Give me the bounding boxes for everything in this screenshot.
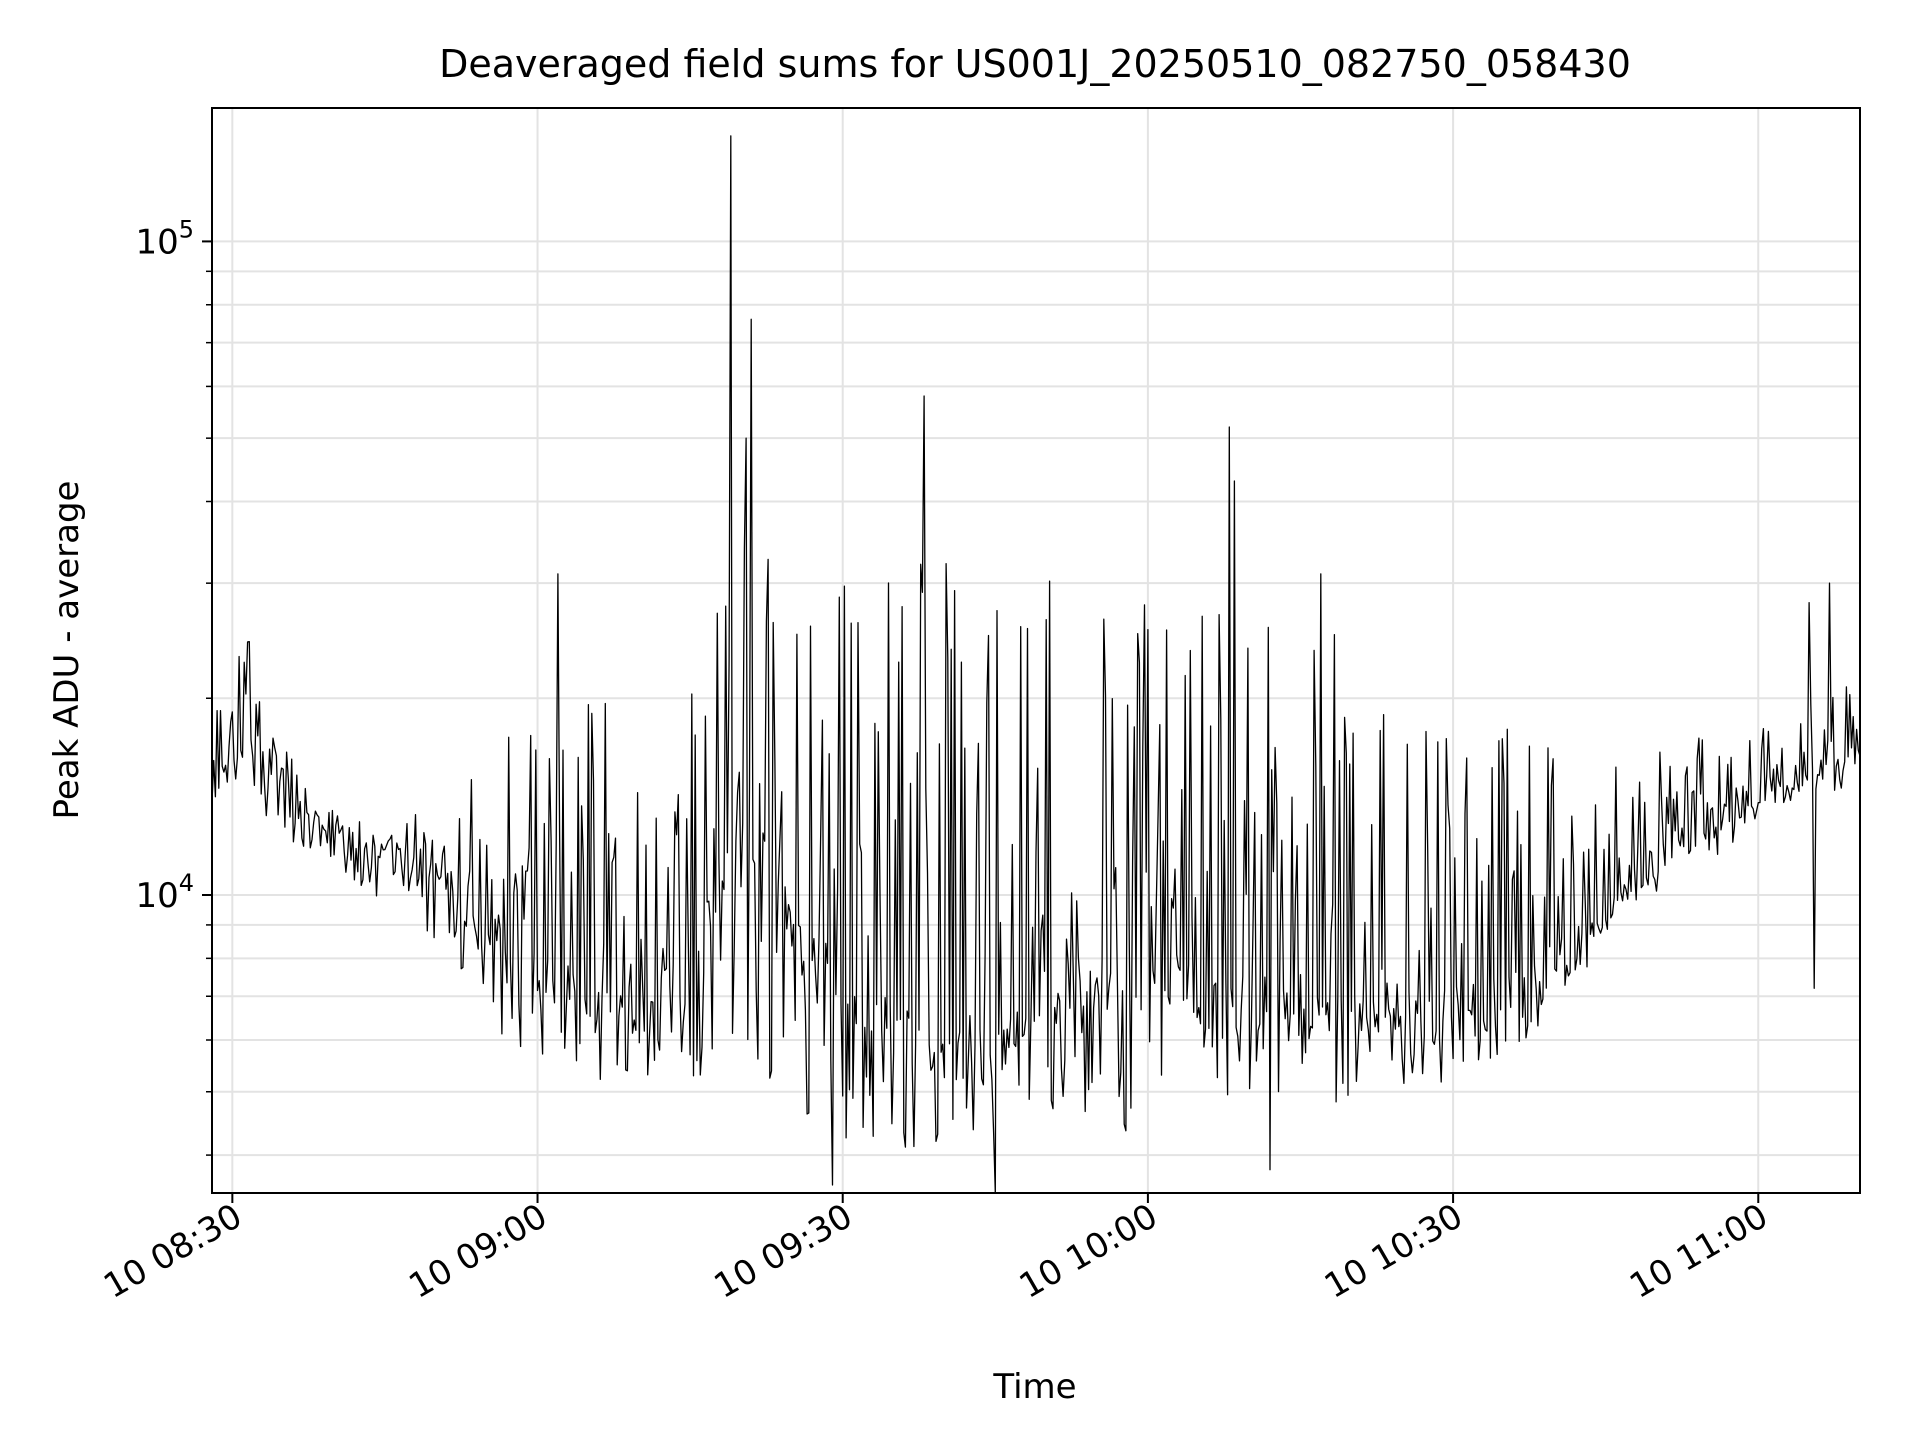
chart-title: Deaveraged field sums for US001J_2025051…	[439, 42, 1631, 86]
y-tick-exponent: 4	[179, 869, 194, 897]
series-line	[211, 135, 1861, 1194]
y-tick-label: 104	[135, 869, 194, 916]
y-tick-exponent: 5	[179, 215, 194, 243]
x-axis-label: Time	[992, 1367, 1076, 1407]
y-tick-label: 105	[135, 215, 194, 262]
plot-area-frame	[211, 107, 1861, 1194]
y-axis-label: Peak ADU - average	[47, 481, 87, 820]
y-tick-base: 10	[135, 222, 178, 262]
grid	[212, 108, 1860, 1193]
series-layer	[211, 135, 1861, 1194]
y-tick-base: 10	[135, 876, 178, 916]
